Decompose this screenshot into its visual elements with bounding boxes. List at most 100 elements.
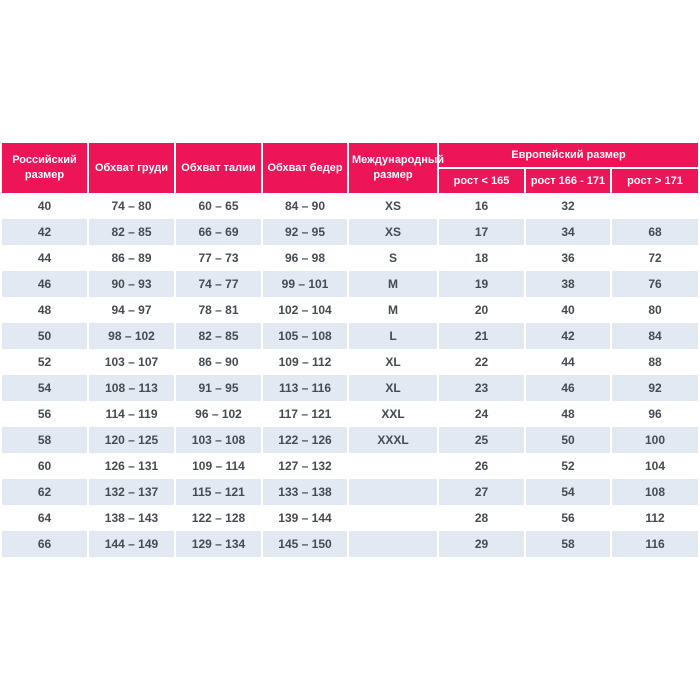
table-cell: 126 – 131 <box>87 453 175 479</box>
table-cell: 94 – 97 <box>87 297 175 323</box>
table-row: 62 132 – 137 115 – 121 133 – 138 27 54 108 <box>2 479 698 505</box>
table-cell: 52 <box>37 355 52 369</box>
table-cell: 27 <box>437 479 525 505</box>
table-cell: 114 – 119 <box>87 401 175 427</box>
table-cell: 54 <box>524 479 611 505</box>
table-row: 46 90 – 93 74 – 77 99 – 101 M 19 38 76 <box>2 271 698 297</box>
table-cell: 54 <box>37 381 52 395</box>
table-cell: 19 <box>437 271 525 297</box>
table-cell: 115 – 121 <box>174 479 262 505</box>
table-cell: 104 <box>610 453 698 479</box>
table-cell: 40 <box>524 297 611 323</box>
table-cell: 77 – 73 <box>174 245 262 271</box>
table-cell: L <box>347 323 438 349</box>
table-cell: 109 – 114 <box>174 453 262 479</box>
table-cell: 96 <box>610 401 698 427</box>
table-cell: 66 <box>37 537 52 551</box>
header-waist: Обхват талии <box>174 143 262 193</box>
table-cell: 82 – 85 <box>87 219 175 245</box>
table-cell: 58 <box>37 433 52 447</box>
table-cell: 116 <box>610 531 698 557</box>
table-row: 64 138 – 143 122 – 128 139 – 144 28 56 112 <box>2 505 698 531</box>
table-cell: 17 <box>437 219 525 245</box>
table-cell: 122 – 126 <box>261 427 348 453</box>
table-cell: 80 <box>610 297 698 323</box>
table-cell: 25 <box>437 427 525 453</box>
table-cell: 24 <box>437 401 525 427</box>
table-cell: 82 – 85 <box>174 323 262 349</box>
table-cell <box>610 193 698 219</box>
table-cell: 113 – 116 <box>261 375 348 401</box>
table-cell: 105 – 108 <box>261 323 348 349</box>
table-cell: 72 <box>610 245 698 271</box>
table-cell <box>347 453 438 479</box>
table-cell: 74 – 80 <box>87 193 175 219</box>
table-cell: 46 <box>524 375 611 401</box>
header-chest: Обхват груди <box>87 143 175 193</box>
header-height-gt-171: рост > 171 <box>610 167 698 193</box>
table-cell: 109 – 112 <box>261 349 348 375</box>
table-cell: S <box>347 245 438 271</box>
table-cell: 50 <box>37 329 52 343</box>
table-cell: 86 – 89 <box>87 245 175 271</box>
table-cell: 133 – 138 <box>261 479 348 505</box>
table-row: 42 82 – 85 66 – 69 92 – 95 XS 17 34 68 <box>2 219 698 245</box>
table-cell: 100 <box>610 427 698 453</box>
header-hips: Обхват бедер <box>261 143 348 193</box>
table-cell: 44 <box>524 349 611 375</box>
table-cell: 99 – 101 <box>261 271 348 297</box>
table-row: 66 144 – 149 129 – 134 145 – 150 29 58 116 <box>2 531 698 557</box>
header-international-size: Международный размер <box>347 143 444 193</box>
table-cell: 117 – 121 <box>261 401 348 427</box>
table-cell: 68 <box>610 219 698 245</box>
header-height-lt-165: рост < 165 <box>437 167 525 193</box>
table-row: 50 98 – 102 82 – 85 105 – 108 L 21 42 84 <box>2 323 698 349</box>
table-cell: 98 – 102 <box>87 323 175 349</box>
table-cell: 102 – 104 <box>261 297 348 323</box>
table-cell: 20 <box>437 297 525 323</box>
table-cell: 44 <box>37 251 52 265</box>
table-cell: 127 – 132 <box>261 453 348 479</box>
table-cell: 18 <box>437 245 525 271</box>
table-cell: 138 – 143 <box>87 505 175 531</box>
table-cell: 108 <box>610 479 698 505</box>
table-cell: 66 – 69 <box>174 219 262 245</box>
table-cell: 88 <box>610 349 698 375</box>
table-cell: 74 – 77 <box>174 271 262 297</box>
table-row: 58 120 – 125 103 – 108 122 – 126 XXXL 25 50 100 <box>2 427 698 453</box>
table-cell: 46 <box>37 277 52 291</box>
table-row: 52 103 – 107 86 – 90 109 – 112 XL 22 44 88 <box>2 349 698 375</box>
table-row: 48 94 – 97 78 – 81 102 – 104 M 20 40 80 <box>2 297 698 323</box>
header-row-sub: рост < 165 рост 166 - 171 рост > 171 <box>2 167 698 193</box>
table-cell: 48 <box>37 303 52 317</box>
size-chart-table: Российский размер Обхват груди Обхват та… <box>2 143 698 557</box>
table-cell: 38 <box>524 271 611 297</box>
table-cell: 42 <box>524 323 611 349</box>
table-cell: 103 – 108 <box>174 427 262 453</box>
table-cell: 48 <box>524 401 611 427</box>
table-cell: 122 – 128 <box>174 505 262 531</box>
table-cell: 84 – 90 <box>261 193 348 219</box>
table-cell: 50 <box>524 427 611 453</box>
table-cell <box>347 531 438 557</box>
table-cell: XL <box>347 375 438 401</box>
table-cell: 32 <box>524 193 611 219</box>
table-cell: 92 – 95 <box>261 219 348 245</box>
table-header: Российский размер Обхват груди Обхват та… <box>2 143 698 193</box>
table-cell: 23 <box>437 375 525 401</box>
header-height-166-171: рост 166 - 171 <box>524 167 611 193</box>
table-cell: 120 – 125 <box>87 427 175 453</box>
table-cell <box>347 505 438 531</box>
table-cell: M <box>347 297 438 323</box>
table-cell: 144 – 149 <box>87 531 175 557</box>
header-european-size: Европейский размер <box>437 143 698 168</box>
table-row: 54 108 – 113 91 – 95 113 – 116 XL 23 46 92 <box>2 375 698 401</box>
table-cell: 36 <box>524 245 611 271</box>
table-cell: 28 <box>437 505 525 531</box>
table-cell: 58 <box>524 531 611 557</box>
table-row: 60 126 – 131 109 – 114 127 – 132 26 52 104 <box>2 453 698 479</box>
table-cell: 103 – 107 <box>87 349 175 375</box>
table-cell: XXXL <box>347 427 438 453</box>
header-row-main: Российский размер Обхват груди Обхват та… <box>2 143 698 193</box>
table-cell: 16 <box>437 193 525 219</box>
